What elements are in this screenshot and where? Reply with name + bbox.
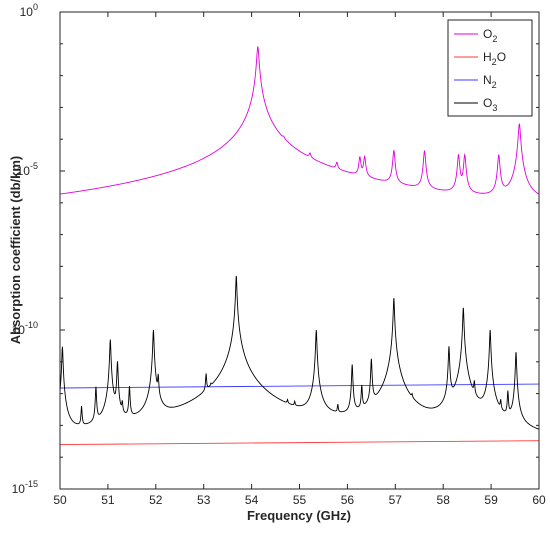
y-axis: 10-15 10-10 10-5 100 [12, 2, 539, 496]
legend-label-o3: O3 [483, 96, 497, 113]
legend-box [447, 19, 533, 117]
series-line-o2 [59, 45, 540, 195]
x-tick-label: 54 [245, 493, 259, 507]
x-tick-label: 51 [101, 493, 115, 507]
y-tick-label: 10-5 [17, 161, 38, 178]
legend-label-h2o: H2O [483, 50, 506, 67]
series-layer [59, 45, 540, 445]
legend: O2 H2O N2 O3 [447, 19, 533, 117]
x-tick-label: 59 [484, 493, 498, 507]
series-line-h2o [59, 440, 540, 445]
series-line-o3 [59, 275, 540, 430]
x-axis-title: Frequency (GHz) [247, 508, 351, 523]
y-tick-label: 10-10 [12, 320, 38, 337]
y-tick-label: 10-15 [12, 479, 38, 496]
y-axis-title: Absorption coefficient (db/km) [8, 156, 23, 345]
x-tick-label: 52 [149, 493, 163, 507]
x-tick-label: 55 [293, 493, 307, 507]
x-tick-label: 50 [53, 493, 67, 507]
x-tick-label: 60 [532, 493, 546, 507]
legend-label-n2: N2 [483, 73, 497, 90]
x-axis: 50 51 52 53 54 55 56 57 58 59 60 [53, 12, 546, 507]
x-tick-label: 56 [341, 493, 355, 507]
series-line-n2 [59, 383, 540, 389]
legend-label-o2: O2 [483, 27, 497, 44]
y-tick-label: 100 [20, 2, 38, 19]
x-tick-label: 53 [197, 493, 211, 507]
x-tick-label: 58 [437, 493, 451, 507]
x-tick-label: 57 [389, 493, 403, 507]
